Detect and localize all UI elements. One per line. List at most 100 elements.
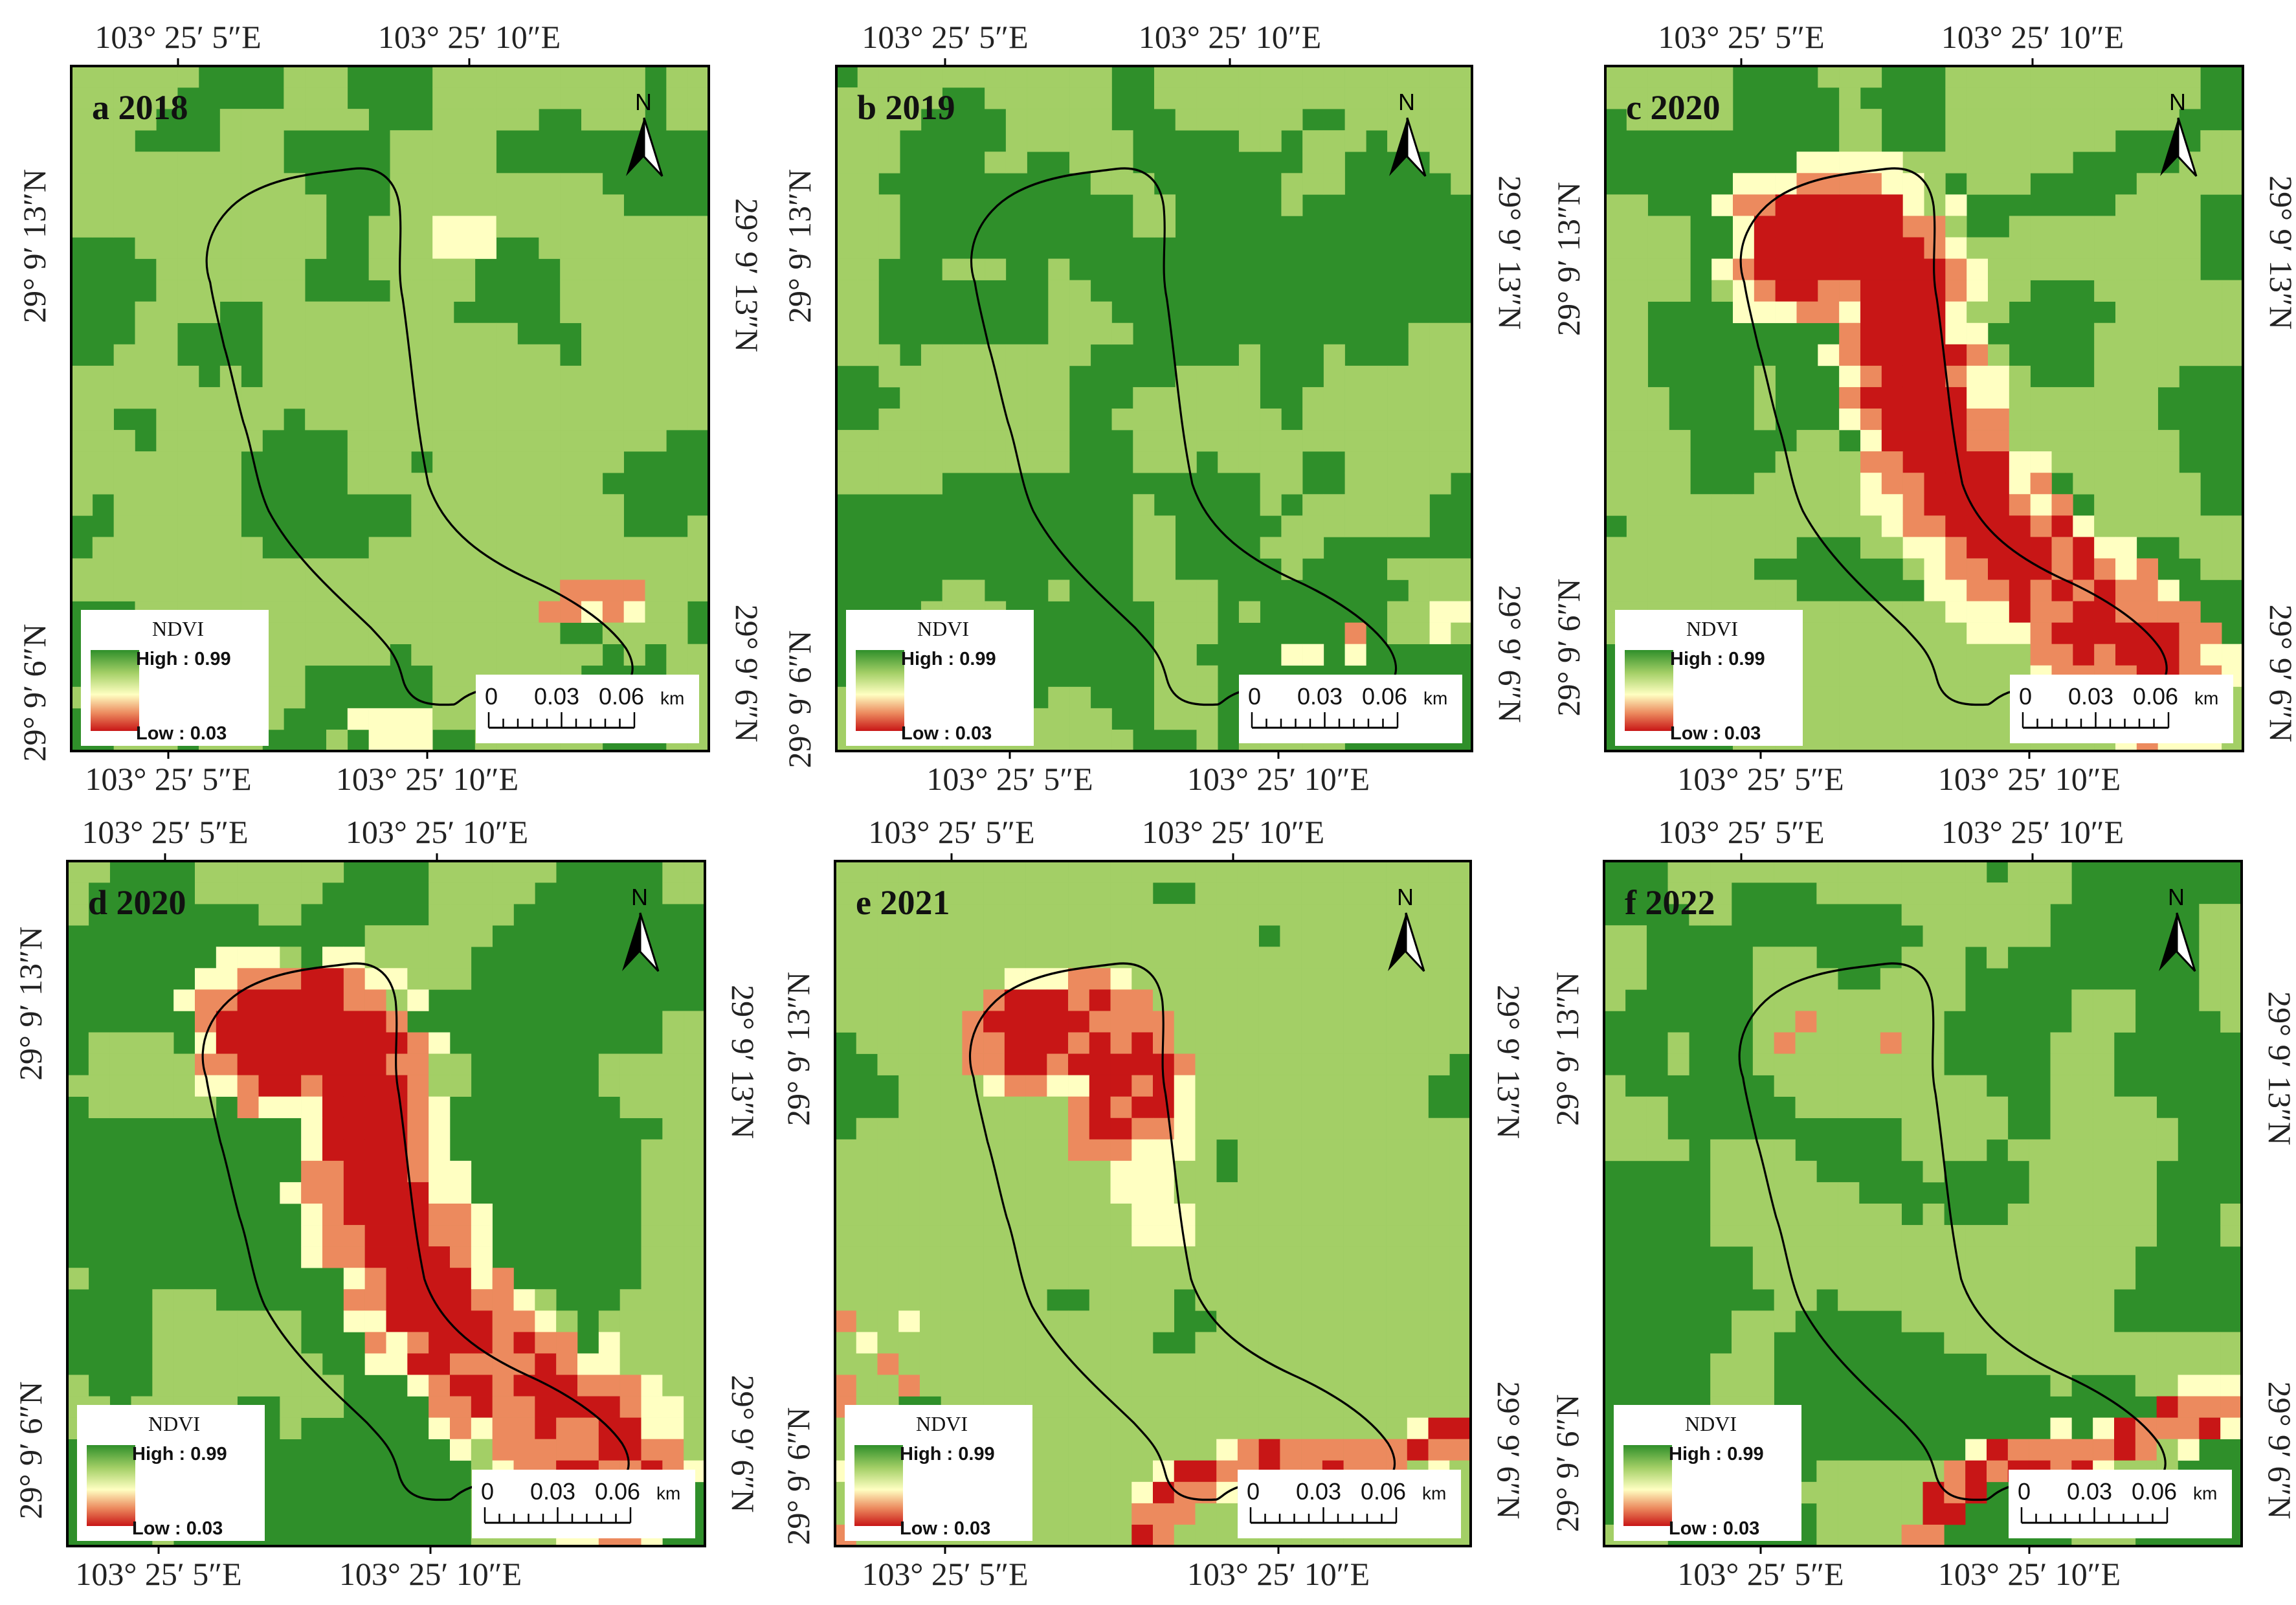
north-label: N: [2169, 89, 2186, 115]
legend-color-ramp: [87, 1445, 135, 1526]
legend-title: NDVI: [1685, 1412, 1737, 1435]
ndvi-legend: NDVI High : 0.99 Low : 0.03: [846, 610, 1034, 746]
scale-label: 0: [481, 1478, 494, 1505]
latitude-label: 29° 9′ 6″N: [12, 1382, 49, 1520]
longitude-label: 103° 25′ 10″E: [1139, 19, 1321, 55]
latitude-label: 29° 9′ 6″N: [725, 1375, 761, 1513]
legend-low-label: Low : 0.03: [1670, 723, 1761, 744]
legend-color-ramp: [854, 1445, 903, 1526]
scale-label: 0: [1247, 1478, 1260, 1505]
scale-bar: 0 0.03 0.06 km: [1238, 1470, 1461, 1538]
legend-color-ramp: [91, 650, 139, 731]
legend-title: NDVI: [152, 617, 204, 640]
scale-unit: km: [656, 1483, 680, 1503]
latitude-label: 29° 9′ 6″N: [729, 605, 765, 743]
scale-label: 0.03: [530, 1478, 575, 1505]
latitude-label: 29° 9′ 13″N: [1549, 972, 1585, 1126]
longitude-label: 103° 25′ 10″E: [346, 814, 528, 850]
north-label: N: [635, 89, 652, 115]
longitude-label: 103° 25′ 10″E: [1142, 814, 1324, 850]
map-frame: [1604, 65, 2244, 752]
latitude-label: 29° 9′ 6″N: [780, 1408, 816, 1545]
legend-high-label: High : 0.99: [136, 649, 231, 669]
latitude-label: 29° 9′ 6″N: [1549, 1395, 1585, 1532]
scale-label: 0.03: [1297, 683, 1343, 710]
longitude-label: 103° 25′ 5″E: [1677, 761, 1844, 797]
north-arrow-icon: N: [1389, 89, 1427, 177]
legend-title: NDVI: [148, 1412, 200, 1435]
longitude-label: 103° 25′ 5″E: [862, 1556, 1028, 1592]
latitude-label: 29° 9′ 6″N: [1491, 1382, 1527, 1520]
scale-label: 0.03: [2068, 683, 2113, 710]
scale-bar: 0 0.03 0.06 km: [472, 1470, 695, 1538]
north-label: N: [1397, 884, 1414, 910]
latitude-label: 29° 9′ 13″N: [2262, 991, 2296, 1145]
longitude-label: 103° 25′ 10″E: [339, 1556, 522, 1592]
scale-label: 0: [2018, 1478, 2031, 1505]
legend-low-label: Low : 0.03: [900, 1518, 990, 1539]
scale-unit: km: [2193, 1483, 2217, 1503]
north-label: N: [2168, 884, 2185, 910]
ndvi-legend: NDVI High : 0.99 Low : 0.03: [1614, 1405, 1801, 1541]
legend-low-label: Low : 0.03: [1669, 1518, 1759, 1539]
latitude-label: 29° 9′ 6″N: [16, 624, 52, 762]
study-area-boundary: [205, 167, 634, 706]
scale-label: 0.03: [534, 683, 579, 710]
map-panel: a 2018 N NDVI High : 0.99 Low : 0.03 0 0.03 0.0…: [16, 19, 765, 797]
panel-label: c 2020: [1626, 88, 1720, 127]
legend-color-ramp: [856, 650, 904, 731]
longitude-label: 103° 25′ 10″E: [1187, 761, 1370, 797]
map-panel: f 2022 N NDVI High : 0.99 Low : 0.03 0 0.03 0.0…: [1549, 814, 2296, 1592]
ndvi-legend: NDVI High : 0.99 Low : 0.03: [1615, 610, 1803, 746]
latitude-label: 29° 9′ 6″N: [2262, 1382, 2296, 1520]
latitude-label: 29° 9′ 13″N: [1491, 985, 1527, 1139]
study-area-boundary: [1738, 962, 2167, 1501]
north-label: N: [1398, 89, 1415, 115]
study-area-boundary: [968, 962, 1396, 1501]
map-frame: [66, 860, 706, 1547]
panel-label: a 2018: [92, 88, 188, 127]
longitude-label: 103° 25′ 5″E: [95, 19, 261, 55]
longitude-label: 103° 25′ 10″E: [378, 19, 561, 55]
latitude-label: 29° 9′ 6″N: [2263, 605, 2296, 743]
map-frame: [1603, 860, 2243, 1547]
legend-color-ramp: [1623, 1445, 1672, 1526]
scale-bar: 0 0.03 0.06 km: [1239, 675, 1462, 743]
longitude-label: 103° 25′ 5″E: [1658, 814, 1824, 850]
latitude-label: 29° 9′ 13″N: [781, 169, 818, 323]
scale-bar: 0 0.03 0.06 km: [2009, 1470, 2232, 1538]
legend-title: NDVI: [916, 1412, 968, 1435]
study-area-boundary: [201, 962, 630, 1501]
ndvi-legend: NDVI High : 0.99 Low : 0.03: [81, 610, 269, 746]
longitude-label: 103° 25′ 10″E: [1941, 814, 2124, 850]
map-frame: [835, 65, 1473, 752]
map-panel: d 2020 N NDVI High : 0.99 Low : 0.03 0 0.03 0.0…: [12, 814, 761, 1592]
longitude-label: 103° 25′ 5″E: [85, 761, 251, 797]
legend-title: NDVI: [917, 617, 969, 640]
legend-high-label: High : 0.99: [900, 1444, 995, 1465]
map-panel: e 2021 N NDVI High : 0.99 Low : 0.03 0 0.03 0.0…: [780, 814, 1527, 1592]
scale-label: 0: [2019, 683, 2032, 710]
scale-label: 0.03: [1296, 1478, 1341, 1505]
map-frame: [70, 65, 710, 752]
north-arrow-icon: N: [2160, 89, 2198, 177]
latitude-label: 29° 9′ 6″N: [1550, 579, 1587, 717]
longitude-label: 103° 25′ 5″E: [1658, 19, 1824, 55]
north-arrow-icon: N: [1388, 884, 1425, 972]
legend-low-label: Low : 0.03: [901, 723, 992, 744]
legend-high-label: High : 0.99: [901, 649, 996, 669]
legend-high-label: High : 0.99: [1669, 1444, 1764, 1465]
map-panel: c 2020 N NDVI High : 0.99 Low : 0.03 0 0.03 0.0…: [1550, 19, 2296, 797]
study-area-boundary: [970, 167, 1397, 706]
legend-high-label: High : 0.99: [132, 1444, 227, 1465]
legend-low-label: Low : 0.03: [136, 723, 227, 744]
longitude-label: 103° 25′ 10″E: [336, 761, 518, 797]
scale-label: 0: [1248, 683, 1261, 710]
longitude-label: 103° 25′ 10″E: [1941, 19, 2124, 55]
north-arrow-icon: N: [2159, 884, 2196, 972]
panel-label: b 2019: [857, 88, 955, 127]
panel-label: e 2021: [856, 883, 950, 922]
scale-label: 0: [485, 683, 498, 710]
longitude-label: 103° 25′ 5″E: [1677, 1556, 1844, 1592]
latitude-label: 29° 9′ 13″N: [12, 926, 49, 1081]
